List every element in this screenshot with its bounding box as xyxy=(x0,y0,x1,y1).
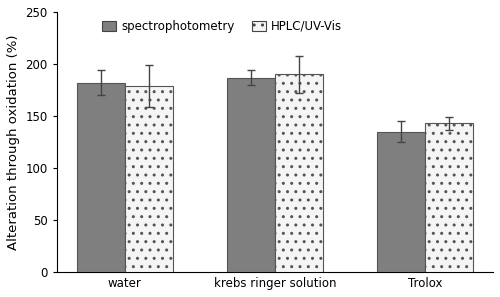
Bar xyxy=(76,83,124,272)
Bar xyxy=(275,75,323,272)
Bar xyxy=(227,78,275,272)
Bar xyxy=(425,123,473,272)
Legend: spectrophotometry, HPLC/UV-Vis: spectrophotometry, HPLC/UV-Vis xyxy=(98,15,347,38)
Bar xyxy=(377,132,425,272)
Y-axis label: Alteration through oxidation (%): Alteration through oxidation (%) xyxy=(7,34,20,250)
Bar xyxy=(124,86,173,272)
